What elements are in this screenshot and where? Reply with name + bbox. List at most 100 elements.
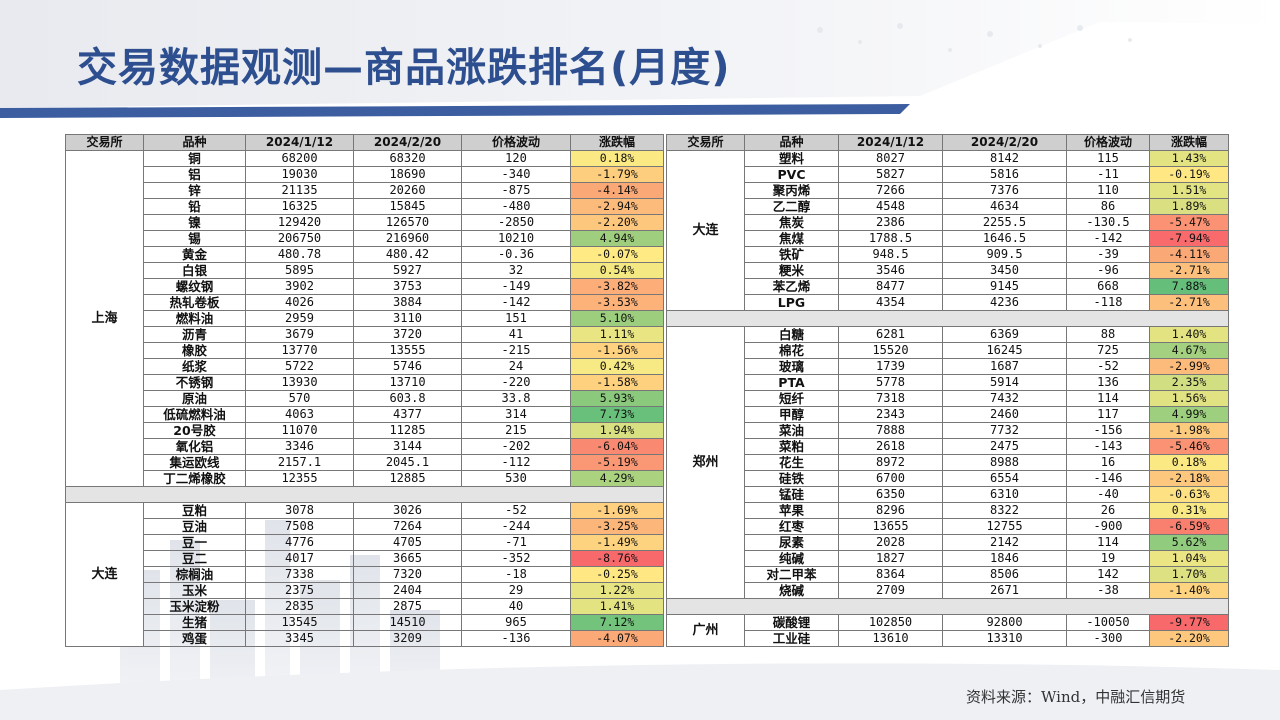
price-change-cell: 41: [461, 326, 571, 343]
table-row: 沥青 3679 3720 41 1.11%: [66, 326, 664, 343]
price-change-cell: -352: [461, 550, 571, 567]
table-row: 纯碱 1827 1846 19 1.04%: [667, 550, 1229, 567]
price-change-cell: -244: [461, 518, 571, 535]
product-cell: 焦煤: [744, 230, 839, 247]
table-row: 玉米淀粉 2835 2875 40 1.41%: [66, 598, 664, 615]
pct-change-cell: -5.46%: [1149, 438, 1229, 455]
pct-change-cell: -9.77%: [1149, 614, 1229, 631]
price-date1-cell: 2157.1: [245, 454, 354, 471]
commodity-table-right: 交易所 品种 2024/1/12 2024/2/20 价格波动 涨跌幅 大连 塑料…: [666, 134, 1229, 647]
product-cell: 螺纹钢: [143, 278, 246, 295]
product-cell: 白银: [143, 262, 246, 279]
table-header-row: 交易所 品种 2024/1/12 2024/2/20 价格波动 涨跌幅: [65, 134, 664, 151]
price-date2-cell: 14510: [353, 614, 462, 631]
price-date1-cell: 1739: [838, 358, 943, 375]
product-cell: PTA: [744, 374, 839, 391]
price-date1-cell: 13545: [245, 614, 354, 631]
price-date2-cell: 909.5: [942, 246, 1067, 263]
product-cell: 玉米: [143, 582, 246, 599]
header-price-change: 价格波动: [1066, 134, 1150, 151]
price-date1-cell: 2028: [838, 534, 943, 551]
price-date1-cell: 8296: [838, 502, 943, 519]
price-date2-cell: 126570: [353, 214, 462, 231]
price-date1-cell: 3078: [245, 502, 354, 519]
table-row: 焦炭 2386 2255.5 -130.5 -5.47%: [667, 214, 1229, 231]
product-cell: 棉花: [744, 342, 839, 359]
price-date2-cell: 7732: [942, 422, 1067, 439]
price-change-cell: -52: [1066, 358, 1150, 375]
pct-change-cell: 5.93%: [570, 390, 664, 407]
product-cell: 低硫燃料油: [143, 406, 246, 423]
pct-change-cell: 7.88%: [1149, 278, 1229, 295]
table-row: 尿素 2028 2142 114 5.62%: [667, 534, 1229, 551]
table-row: 聚丙烯 7266 7376 110 1.51%: [667, 182, 1229, 199]
header-exchange: 交易所: [666, 134, 745, 151]
price-date1-cell: 5778: [838, 374, 943, 391]
product-cell: 鸡蛋: [143, 630, 246, 647]
product-cell: 豆粕: [143, 502, 246, 519]
price-change-cell: -142: [1066, 230, 1150, 247]
pct-change-cell: -6.04%: [570, 438, 664, 455]
price-date1-cell: 3679: [245, 326, 354, 343]
price-change-cell: -112: [461, 454, 571, 471]
pct-change-cell: 1.56%: [1149, 390, 1229, 407]
table-body: 上海铜 68200 68320 120 0.18% 铝 19030 18690 -340 -1.7…: [65, 150, 664, 647]
price-date1-cell: 2709: [838, 582, 943, 599]
table-row: 铅 16325 15845 -480 -2.94%: [66, 198, 664, 215]
price-date1-cell: 3902: [245, 278, 354, 295]
product-cell: 锌: [143, 182, 246, 199]
table-row: 花生 8972 8988 16 0.18%: [667, 454, 1229, 471]
price-change-cell: -340: [461, 166, 571, 183]
table-row: 大连 塑料 8027 8142 115 1.43%: [666, 150, 1229, 311]
pct-change-cell: -3.25%: [570, 518, 664, 535]
header-pct-change: 涨跌幅: [1149, 134, 1229, 151]
pct-change-cell: 4.94%: [570, 230, 664, 247]
pct-change-cell: -1.69%: [570, 502, 664, 519]
table-row: 鸡蛋 3345 3209 -136 -4.07%: [66, 630, 664, 647]
price-date2-cell: 2255.5: [942, 214, 1067, 231]
price-date2-cell: 7320: [353, 566, 462, 583]
pct-change-cell: 0.18%: [1149, 454, 1229, 471]
price-change-cell: -143: [1066, 438, 1150, 455]
product-cell: 铝: [143, 166, 246, 183]
price-change-cell: 40: [461, 598, 571, 615]
table-row: 粳米 3546 3450 -96 -2.71%: [667, 262, 1229, 279]
price-change-cell: -11: [1066, 166, 1150, 183]
pct-change-cell: 1.94%: [570, 422, 664, 439]
table-row: 铁矿 948.5 909.5 -39 -4.11%: [667, 246, 1229, 263]
price-change-cell: 215: [461, 422, 571, 439]
price-date1-cell: 7266: [838, 182, 943, 199]
product-cell: 生猪: [143, 614, 246, 631]
pct-change-cell: 1.11%: [570, 326, 664, 343]
price-date1-cell: 2375: [245, 582, 354, 599]
table-row: 白银 5895 5927 32 0.54%: [66, 262, 664, 279]
pct-change-cell: -1.98%: [1149, 422, 1229, 439]
pct-change-cell: -0.63%: [1149, 486, 1229, 503]
price-date2-cell: 6310: [942, 486, 1067, 503]
table-row: 甲醇 2343 2460 117 4.99%: [667, 406, 1229, 423]
product-cell: 粳米: [744, 262, 839, 279]
table-row: 纸浆 5722 5746 24 0.42%: [66, 358, 664, 375]
price-date1-cell: 8364: [838, 566, 943, 583]
price-date1-cell: 4063: [245, 406, 354, 423]
price-date2-cell: 4634: [942, 198, 1067, 215]
product-cell: 尿素: [744, 534, 839, 551]
price-date1-cell: 19030: [245, 166, 354, 183]
price-date2-cell: 5816: [942, 166, 1067, 183]
table-row: 上海铜 68200 68320 120 0.18%: [65, 150, 664, 487]
table-row: 棕榈油 7338 7320 -18 -0.25%: [66, 566, 664, 583]
product-cell: 丁二烯橡胶: [143, 470, 246, 487]
table-row: 锡 206750 216960 10210 4.94%: [66, 230, 664, 247]
pct-change-cell: 0.31%: [1149, 502, 1229, 519]
pct-change-cell: -1.79%: [570, 166, 664, 183]
table-row: 棉花 15520 16245 725 4.67%: [667, 342, 1229, 359]
price-date1-cell: 2386: [838, 214, 943, 231]
table-row: PVC 5827 5816 -11 -0.19%: [667, 166, 1229, 183]
table-header-row: 交易所 品种 2024/1/12 2024/2/20 价格波动 涨跌幅: [666, 134, 1229, 151]
price-date1-cell: 8027: [838, 150, 943, 167]
price-date2-cell: 5914: [942, 374, 1067, 391]
price-date2-cell: 3720: [353, 326, 462, 343]
exchange-cell: 上海: [65, 150, 144, 487]
table-row: PTA 5778 5914 136 2.35%: [667, 374, 1229, 391]
